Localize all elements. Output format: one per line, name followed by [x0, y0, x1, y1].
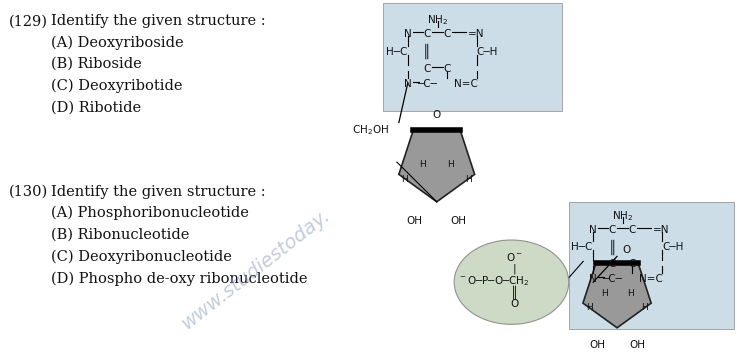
Text: C─H: C─H [477, 47, 498, 57]
Text: N: N [404, 29, 412, 39]
Text: =N: =N [467, 29, 484, 39]
Text: C: C [423, 29, 430, 39]
Text: H: H [626, 289, 633, 298]
Text: H: H [402, 176, 408, 184]
Text: N: N [404, 79, 412, 89]
Text: C: C [443, 64, 450, 74]
Text: H─C: H─C [571, 242, 593, 252]
Text: OH: OH [407, 216, 423, 226]
Text: =N: =N [653, 225, 669, 235]
Bar [569, 202, 733, 329]
Text: ─C─: ─C─ [417, 79, 437, 89]
Text: (C) Deoxyribotide: (C) Deoxyribotide [51, 79, 183, 93]
Bar [383, 4, 562, 110]
Text: H: H [601, 289, 607, 298]
Text: H: H [419, 160, 426, 169]
Text: Identify the given structure :: Identify the given structure : [51, 14, 266, 28]
Text: C─H: C─H [662, 242, 683, 252]
Text: www.studiestoday.: www.studiestoday. [178, 205, 333, 333]
Text: C: C [629, 225, 636, 235]
Text: C: C [608, 259, 616, 269]
Text: Identify the given structure :: Identify the given structure : [51, 185, 266, 199]
Text: (A) Deoxyriboside: (A) Deoxyriboside [51, 35, 184, 50]
Text: CH$_2$OH: CH$_2$OH [352, 124, 389, 137]
Text: OH: OH [629, 340, 645, 350]
Polygon shape [583, 263, 652, 328]
Text: H: H [447, 160, 454, 169]
Text: N: N [590, 225, 597, 235]
Text: (D) Ribotide: (D) Ribotide [51, 101, 142, 115]
Text: C: C [443, 29, 450, 39]
Ellipse shape [454, 240, 569, 324]
Text: (130): (130) [10, 185, 49, 199]
Text: H─C: H─C [386, 47, 408, 57]
Text: C: C [423, 64, 430, 74]
Text: N=C: N=C [454, 79, 478, 89]
Text: |: | [513, 263, 516, 274]
Text: OH: OH [450, 216, 467, 226]
Text: N=C: N=C [639, 274, 663, 284]
Text: OH: OH [589, 340, 605, 350]
Text: O: O [622, 245, 630, 255]
Polygon shape [399, 130, 475, 202]
Text: C: C [629, 259, 636, 269]
Text: (D) Phospho de-oxy ribonucleotide: (D) Phospho de-oxy ribonucleotide [51, 271, 308, 286]
Text: (B) Ribonucleotide: (B) Ribonucleotide [51, 228, 189, 241]
Text: H: H [642, 303, 649, 313]
Text: NH$_2$: NH$_2$ [427, 13, 448, 27]
Text: ║: ║ [511, 286, 518, 301]
Text: O$^-$: O$^-$ [506, 251, 523, 263]
Text: C: C [608, 225, 616, 235]
Text: O: O [510, 299, 519, 309]
Text: O: O [433, 110, 441, 120]
Text: (B) Riboside: (B) Riboside [51, 57, 142, 71]
Text: (129): (129) [10, 14, 49, 28]
Text: H: H [586, 303, 593, 313]
Text: H: H [465, 176, 472, 184]
Text: NH$_2$: NH$_2$ [612, 209, 634, 223]
Text: ║: ║ [423, 44, 430, 59]
Text: $^-$O─P─O─CH$_2$: $^-$O─P─O─CH$_2$ [458, 274, 529, 288]
Text: (C) Deoxyribonucleotide: (C) Deoxyribonucleotide [51, 250, 232, 264]
Text: N: N [590, 274, 597, 284]
Text: ─C─: ─C─ [602, 274, 622, 284]
Text: ║: ║ [608, 240, 616, 255]
Text: (A) Phosphoribonucleotide: (A) Phosphoribonucleotide [51, 206, 249, 220]
